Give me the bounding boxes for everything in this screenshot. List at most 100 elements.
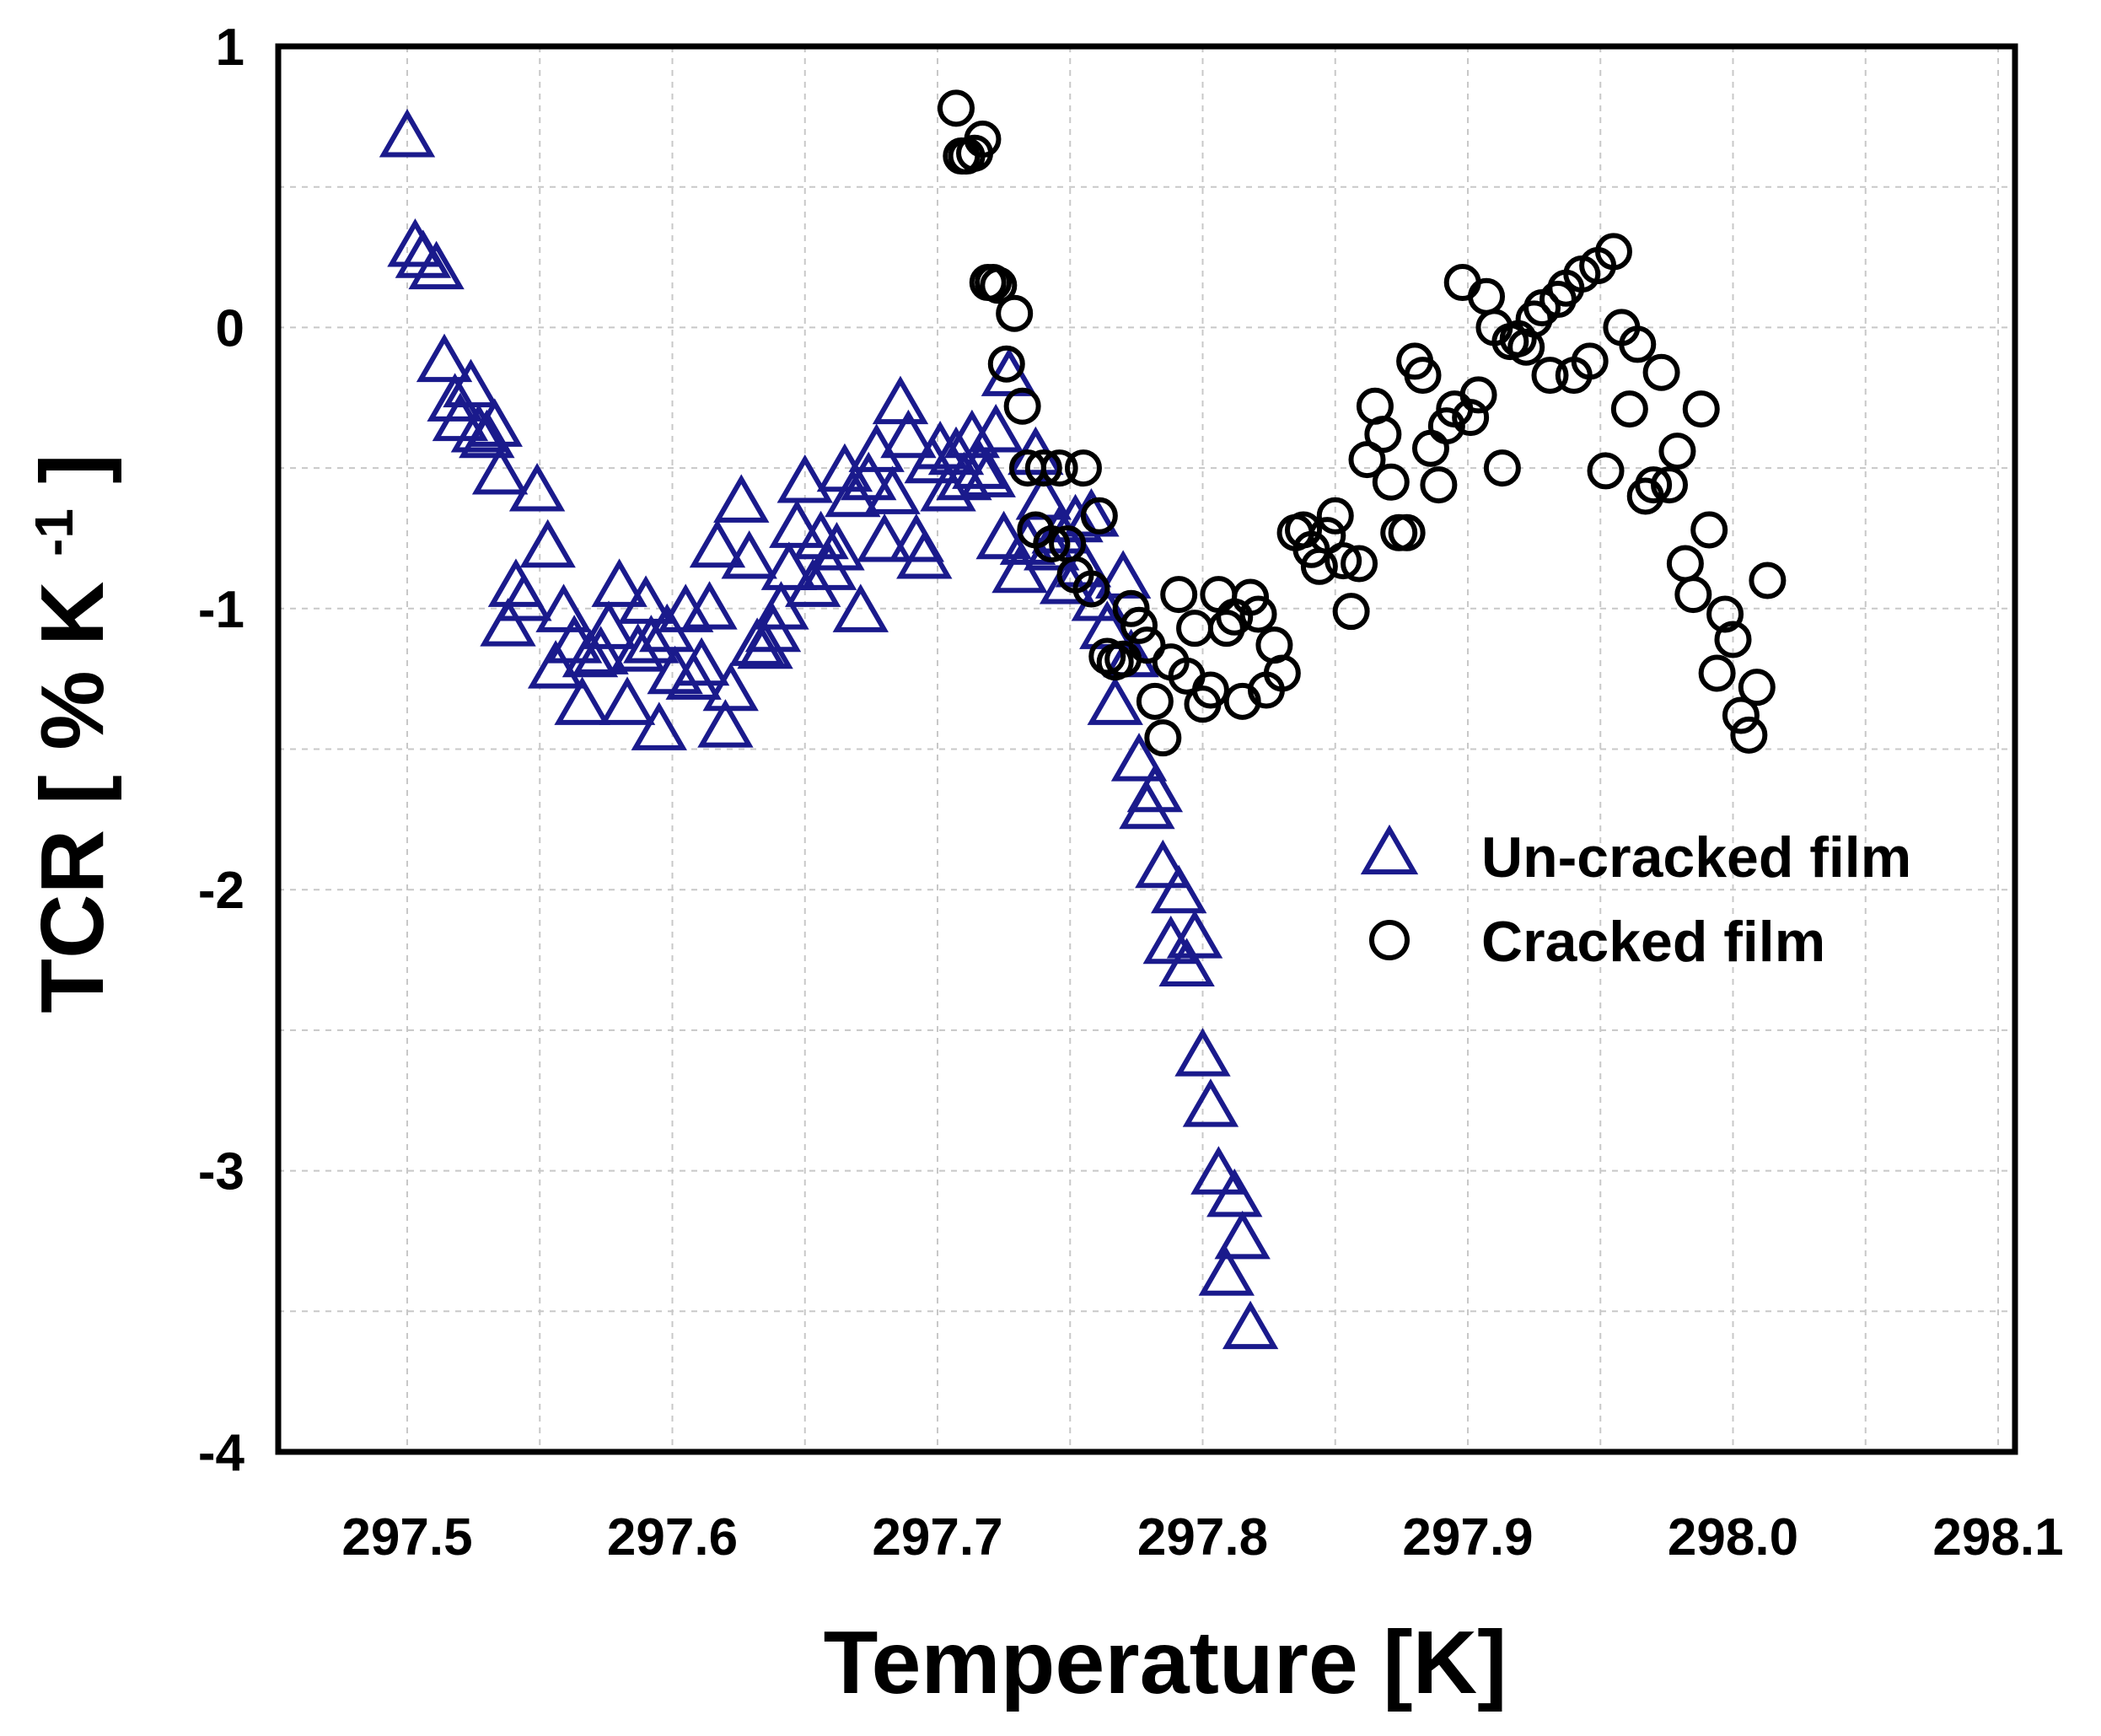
- data-point-circle: [1411, 429, 1449, 467]
- data-point-triangle: [496, 572, 552, 621]
- y-axis-title: TCR [ % K -1 ]: [23, 454, 122, 1013]
- x-tick-label: 297.5: [341, 1508, 472, 1567]
- data-point-circle: [1136, 682, 1174, 720]
- data-point-circle: [1064, 449, 1102, 487]
- data-point-triangle: [416, 333, 473, 383]
- data-point-triangle: [554, 676, 610, 725]
- data-point-triangle: [395, 229, 452, 278]
- data-point-circle: [1698, 654, 1736, 692]
- data-point-circle: [1531, 357, 1569, 395]
- data-point-triangle: [599, 676, 656, 725]
- data-point-triangle: [443, 358, 499, 408]
- data-point-triangle: [1135, 839, 1191, 889]
- data-point-triangle: [427, 373, 483, 422]
- data-point-circle: [1619, 325, 1657, 363]
- data-point-circle: [987, 345, 1025, 383]
- data-point-circle: [1459, 376, 1497, 414]
- data-point-circle: [1666, 545, 1704, 583]
- data-point-circle: [1420, 466, 1458, 504]
- data-point-triangle: [952, 440, 1008, 489]
- data-point-circle: [1690, 511, 1728, 549]
- data-point-circle: [1144, 719, 1182, 757]
- data-point-circle: [1040, 449, 1078, 487]
- data-point-circle: [1483, 449, 1521, 487]
- y-axis-title-close: ]: [23, 454, 122, 508]
- x-tick-label: 297.9: [1402, 1508, 1533, 1567]
- data-point-triangle: [769, 499, 825, 548]
- data-point-circle: [1651, 466, 1689, 504]
- data-point-triangle: [591, 558, 647, 607]
- data-point-triangle: [776, 454, 833, 503]
- data-point-circle: [1427, 407, 1465, 445]
- data-point-circle: [1738, 669, 1776, 707]
- data-point-triangle: [1214, 1210, 1271, 1260]
- data-point-circle: [1080, 497, 1118, 535]
- data-point-triangle: [1055, 539, 1112, 588]
- data-point-circle: [1443, 264, 1481, 302]
- data-point-circle: [1024, 449, 1062, 487]
- y-tick-label: 1: [216, 19, 244, 77]
- data-point-triangle: [1150, 864, 1207, 914]
- data-point-triangle: [519, 519, 576, 568]
- y-tick-label: -4: [198, 1424, 245, 1482]
- x-tick-label: 298.0: [1668, 1508, 1798, 1567]
- data-point-circle: [1176, 610, 1214, 648]
- data-point-triangle: [760, 541, 818, 590]
- data-point-circle: [1682, 390, 1720, 428]
- data-point-triangle: [1087, 676, 1143, 725]
- data-point-circle: [980, 266, 1018, 304]
- data-point-triangle: [1126, 763, 1184, 813]
- series-layer: [379, 89, 1787, 1350]
- data-point-circle: [964, 121, 1002, 159]
- data-point-circle: [1263, 654, 1301, 692]
- data-point-triangle: [880, 409, 937, 459]
- grid-layer: [278, 46, 2015, 1452]
- data-point-triangle: [1110, 733, 1168, 782]
- legend-circle-marker: [1369, 920, 1410, 960]
- data-point-triangle: [480, 598, 536, 647]
- data-point-circle: [1112, 589, 1150, 627]
- x-axis-title: Temperature [K]: [824, 1613, 1507, 1712]
- data-point-triangle: [848, 423, 905, 472]
- data-point-circle: [1316, 497, 1354, 535]
- data-point-triangle: [689, 519, 746, 568]
- data-point-triangle: [1047, 493, 1104, 543]
- data-point-circle: [1452, 399, 1490, 437]
- data-point-circle: [1003, 387, 1041, 425]
- data-point-circle: [1674, 576, 1712, 614]
- data-point-circle: [1635, 466, 1673, 504]
- data-point-circle: [1372, 463, 1410, 501]
- data-point-circle: [1033, 525, 1071, 563]
- x-tick-label: 297.8: [1137, 1508, 1268, 1567]
- data-point-triangle: [975, 510, 1032, 560]
- data-point-triangle: [1174, 1028, 1231, 1077]
- data-point-triangle: [809, 522, 865, 571]
- data-point-circle: [1325, 542, 1362, 580]
- data-point-circle: [1388, 513, 1426, 551]
- data-point-triangle: [1142, 915, 1199, 965]
- data-point-triangle: [864, 465, 921, 514]
- data-point-circle: [1128, 626, 1166, 664]
- y-axis-title-main: TCR [ % K: [23, 556, 122, 1013]
- data-point-triangle: [535, 583, 592, 632]
- data-point-circle: [1191, 671, 1229, 709]
- x-tick-labels: 297.5 297.6 297.7 297.8 297.9 298.0 298.1: [341, 1508, 2063, 1567]
- data-point-circle: [1332, 593, 1370, 631]
- data-point-circle: [1285, 511, 1323, 549]
- data-point-circle: [1232, 578, 1270, 616]
- legend-label-cracked: Cracked film: [1481, 910, 1825, 974]
- data-point-triangle: [1182, 1078, 1239, 1127]
- data-point-circle: [1341, 545, 1378, 583]
- data-point-circle: [1088, 637, 1126, 675]
- data-point-circle: [1749, 562, 1787, 599]
- data-point-triangle: [1190, 1146, 1247, 1195]
- data-point-triangle: [832, 583, 889, 632]
- data-point-triangle: [825, 468, 881, 518]
- data-point-triangle: [1166, 910, 1223, 959]
- data-point-circle: [1610, 390, 1648, 428]
- data-point-triangle: [631, 701, 687, 750]
- legend: Un-cracked film Cracked film: [1360, 824, 1911, 974]
- x-tick-label: 297.6: [607, 1508, 738, 1567]
